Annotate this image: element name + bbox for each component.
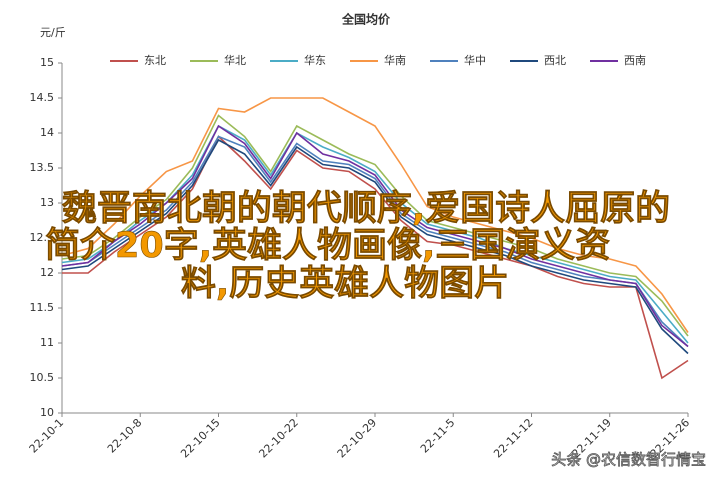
series-line <box>61 114 689 337</box>
y-tick-label: 13.5 <box>30 161 55 174</box>
y-tick-label: 15 <box>40 56 54 69</box>
y-tick-label: 12 <box>40 266 54 279</box>
legend-label: 华南 <box>384 53 406 67</box>
y-tick-label: 14.5 <box>30 91 55 104</box>
y-tick-label: 10.5 <box>30 371 55 384</box>
legend-label: 华中 <box>464 53 486 67</box>
y-tick-label: 14 <box>40 126 54 139</box>
y-tick-label: 11 <box>40 336 54 349</box>
y-axis-label: 元/斤 <box>40 26 66 39</box>
overlay-text: 魏晋南北朝的朝代顺序,爱国诗人屈原的 <box>62 189 670 229</box>
series-line <box>61 97 689 333</box>
overlay-text: 料,历史英雄人物图片 <box>181 264 509 304</box>
legend-label: 东北 <box>144 54 166 67</box>
legend-label: 西南 <box>624 54 646 67</box>
legend-label: 西北 <box>544 54 566 67</box>
overlay-text: 简介20字,英雄人物画像,三国演义资 <box>45 226 610 266</box>
watermark: 头条 @农信数智行情宝 <box>551 451 706 469</box>
legend-label: 华北 <box>224 53 246 67</box>
y-tick-label: 13 <box>40 196 54 209</box>
series-line <box>61 124 689 348</box>
y-tick-label: 11.5 <box>30 301 55 314</box>
series-line <box>61 135 689 348</box>
chart-title: 全国均价 <box>341 12 391 27</box>
series-line <box>61 138 689 355</box>
y-tick-label: 10 <box>40 406 54 419</box>
y-tick-label: 12.5 <box>30 231 55 244</box>
legend-label: 华东 <box>304 53 326 67</box>
series-line <box>62 135 689 380</box>
